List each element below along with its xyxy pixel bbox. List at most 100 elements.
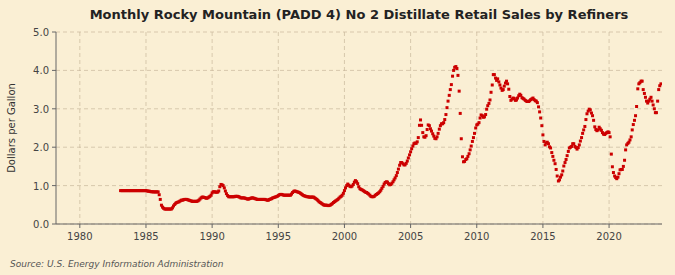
chart: Monthly Rocky Mountain (PADD 4) No 2 Dis…	[0, 0, 675, 275]
tick-mark	[542, 224, 543, 228]
point	[630, 135, 633, 138]
tick-mark	[79, 224, 80, 228]
point	[460, 137, 463, 140]
point	[409, 150, 412, 153]
point	[407, 156, 410, 159]
point	[484, 113, 487, 116]
tick-mark	[278, 224, 279, 228]
point	[491, 83, 494, 86]
point	[634, 114, 637, 117]
point	[641, 80, 644, 83]
point	[657, 88, 660, 91]
point	[426, 128, 429, 131]
tick-label: 5.0	[33, 27, 49, 38]
tick-label: 2005	[398, 231, 423, 242]
grid-line	[56, 224, 662, 225]
tick-mark	[344, 224, 345, 228]
point	[567, 150, 570, 153]
point	[428, 124, 431, 127]
point	[650, 96, 653, 99]
point	[585, 112, 588, 115]
tick-mark	[609, 224, 610, 228]
point	[420, 124, 423, 127]
point	[343, 189, 346, 192]
point	[541, 133, 544, 136]
point	[537, 105, 540, 108]
points	[119, 65, 662, 210]
point	[621, 168, 624, 171]
point	[430, 130, 433, 133]
grid-line	[56, 108, 662, 109]
point	[444, 113, 447, 116]
point	[556, 175, 559, 178]
tick-mark	[476, 224, 477, 228]
tick-label: 4.0	[33, 65, 49, 76]
tick-label: 1995	[266, 231, 291, 242]
tick-mark	[52, 70, 56, 71]
point	[582, 128, 585, 131]
point	[580, 136, 583, 139]
point	[552, 159, 555, 162]
point	[506, 82, 509, 85]
tick-mark	[212, 224, 213, 228]
tick-label: 2000	[332, 231, 357, 242]
grid	[56, 32, 662, 224]
point	[158, 193, 161, 196]
point	[398, 164, 401, 167]
point	[490, 91, 493, 94]
point	[505, 80, 508, 83]
point	[623, 159, 626, 162]
point	[478, 121, 481, 124]
point	[487, 102, 490, 105]
tick-label: 1985	[133, 231, 158, 242]
point	[584, 118, 587, 121]
point	[469, 148, 472, 151]
tick-mark	[145, 224, 146, 228]
point	[417, 136, 420, 139]
point	[643, 92, 646, 95]
point	[493, 73, 496, 76]
point	[396, 171, 399, 174]
point	[583, 125, 586, 128]
point	[561, 170, 564, 173]
tick-label: 2015	[530, 231, 555, 242]
point	[590, 112, 593, 115]
point	[572, 142, 575, 145]
point	[157, 190, 160, 193]
tick-label: 2020	[596, 231, 621, 242]
point	[451, 75, 454, 78]
tick-mark	[52, 185, 56, 186]
grid-line	[56, 32, 662, 33]
point	[609, 135, 612, 138]
point	[570, 145, 573, 148]
point	[472, 136, 475, 139]
point	[550, 151, 553, 154]
y-axis-line	[56, 32, 57, 224]
grid-line	[609, 32, 610, 224]
point	[498, 83, 501, 86]
point	[445, 106, 448, 109]
point	[443, 118, 446, 121]
point	[450, 83, 453, 86]
point	[496, 77, 499, 80]
point	[642, 88, 645, 91]
point	[502, 88, 505, 91]
tick-label: 2.0	[33, 142, 49, 153]
point	[655, 111, 658, 114]
point	[442, 121, 445, 124]
point	[448, 94, 451, 97]
point	[342, 192, 345, 195]
point	[593, 125, 596, 128]
point	[470, 145, 473, 148]
point	[612, 171, 615, 174]
point	[653, 107, 656, 110]
chart-container: Monthly Rocky Mountain (PADD 4) No 2 Dis…	[0, 0, 675, 275]
point	[581, 132, 584, 135]
tick-label: 3.0	[33, 104, 49, 115]
point	[652, 103, 655, 106]
point	[633, 119, 636, 122]
point	[565, 158, 568, 161]
point	[536, 101, 539, 104]
point	[628, 138, 631, 141]
point	[224, 189, 227, 192]
